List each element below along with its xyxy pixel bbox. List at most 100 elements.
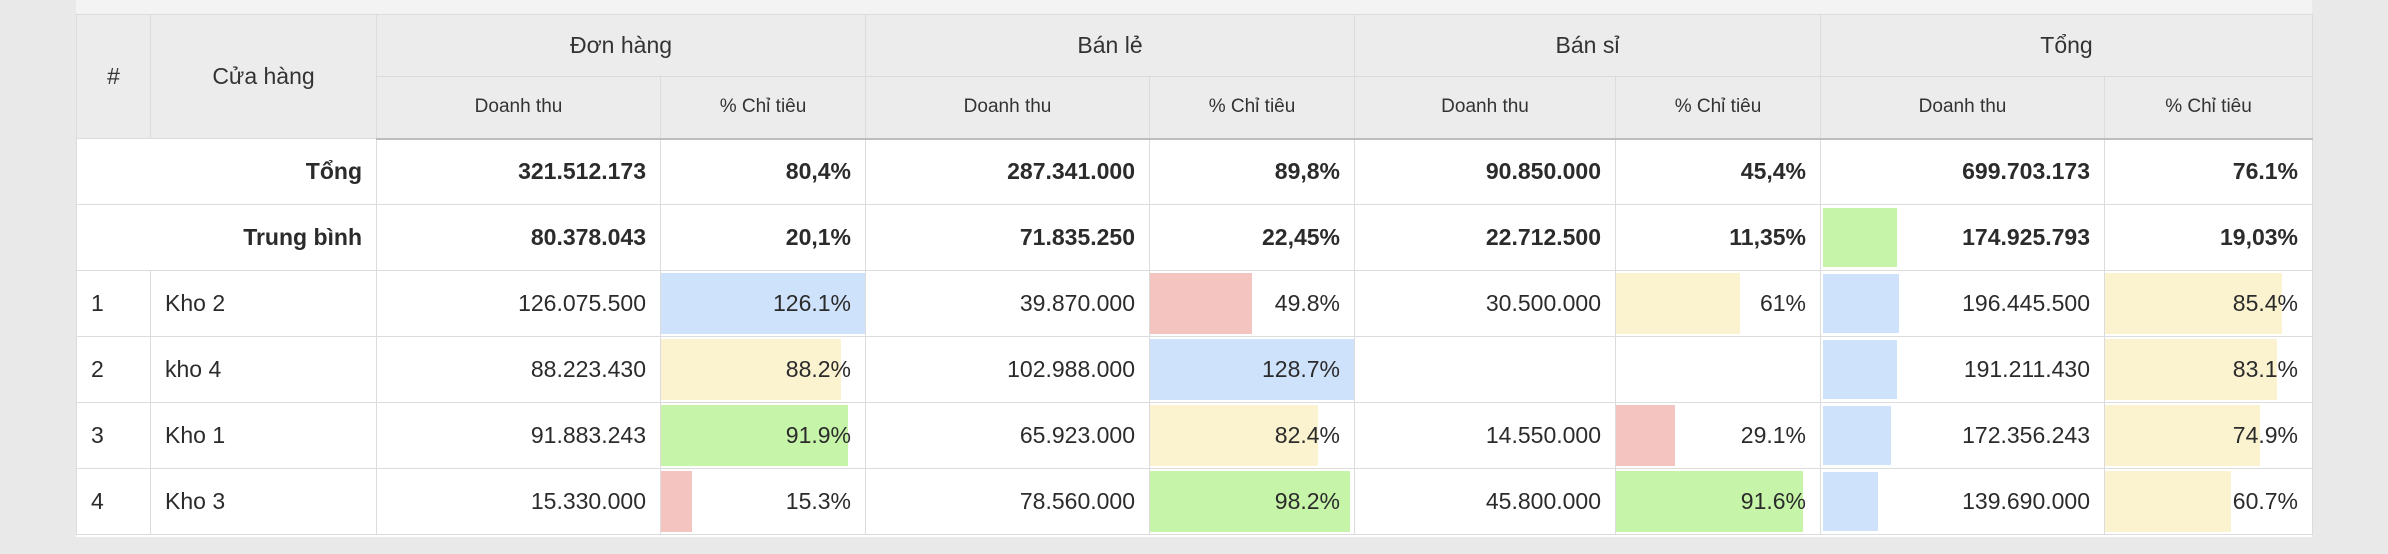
target-pct-bar <box>2105 339 2278 400</box>
target-pct-value: 128.7% <box>1262 356 1341 382</box>
top-scroll-band <box>76 0 2312 15</box>
revenue-cell: 14.550.000 <box>1354 402 1617 469</box>
table-row[interactable]: 2 kho 4 88.223.430 88.2% 102.988.000 128.7% 19… <box>76 336 2314 403</box>
header-index[interactable]: # <box>76 14 151 139</box>
row-index: 2 <box>76 336 151 403</box>
revenue-cell: 88.223.430 <box>376 336 661 403</box>
revenue-cell: 287.341.000 <box>865 138 1151 205</box>
target-pct-cell: 20,1% <box>659 204 867 271</box>
header-revenue[interactable]: Doanh thu <box>1820 76 2106 140</box>
table-row[interactable]: 3 Kho 1 91.883.243 91.9% 65.923.000 82.4% 14.5… <box>76 402 2314 469</box>
target-pct-value: 61% <box>1759 290 1807 316</box>
target-pct-value: 49.8% <box>1274 290 1341 316</box>
store-name: Kho 1 <box>150 402 377 469</box>
target-pct-cell: 88.2% <box>659 336 867 403</box>
revenue-cell: 174.925.793 <box>1820 204 2106 271</box>
revenue-cell: 45.800.000 <box>1354 468 1617 535</box>
target-pct-bar <box>661 405 849 466</box>
header-target-pct[interactable]: % Chỉ tiêu <box>2104 76 2314 140</box>
revenue-cell: 65.923.000 <box>865 402 1151 469</box>
target-pct-value: 83.1% <box>2232 356 2299 382</box>
revenue-cell: 22.712.500 <box>1354 204 1617 271</box>
header-target-pct[interactable]: % Chỉ tiêu <box>659 76 867 140</box>
revenue-cell: 78.560.000 <box>865 468 1151 535</box>
target-pct-cell: 19,03% <box>2104 204 2314 271</box>
target-pct-cell <box>1615 336 1822 403</box>
row-index: 3 <box>76 402 151 469</box>
target-pct-bar <box>1150 471 1351 532</box>
header-group-ban-le: Bán lẻ <box>865 14 1356 77</box>
header-target-pct[interactable]: % Chỉ tiêu <box>1149 76 1356 140</box>
target-pct-cell: 29.1% <box>1615 402 1822 469</box>
store-name: Kho 2 <box>150 270 377 337</box>
header-store[interactable]: Cửa hàng <box>150 14 377 139</box>
revenue-cell: 15.330.000 <box>376 468 661 535</box>
revenue-value: 174.925.793 <box>1962 224 2091 250</box>
header-revenue[interactable]: Doanh thu <box>865 76 1151 140</box>
target-pct-cell: 45,4% <box>1615 138 1822 205</box>
revenue-cell: 39.870.000 <box>865 270 1151 337</box>
target-pct-cell: 126.1% <box>659 270 867 337</box>
revenue-bar <box>1823 472 1879 531</box>
target-pct-bar <box>661 273 866 334</box>
header-revenue[interactable]: Doanh thu <box>1354 76 1617 140</box>
revenue-cell: 91.883.243 <box>376 402 661 469</box>
target-pct-cell: 83.1% <box>2104 336 2314 403</box>
target-pct-value: 98.2% <box>1274 488 1341 514</box>
header-target-pct[interactable]: % Chỉ tiêu <box>1615 76 1822 140</box>
target-pct-value: 15.3% <box>785 488 852 514</box>
target-pct-value: 85.4% <box>2232 290 2299 316</box>
target-pct-bar <box>1616 471 1803 532</box>
target-pct-value: 126.1% <box>773 290 852 316</box>
target-pct-bar <box>1616 405 1676 466</box>
target-pct-cell: 98.2% <box>1149 468 1356 535</box>
target-pct-bar <box>1616 273 1741 334</box>
table-body: Tổng 321.512.173 80,4% 287.341.000 89,8%… <box>76 138 2314 535</box>
report-sheet: # Cửa hàng Đơn hàng Bán lẻ Bán sỉ Tổng D… <box>76 0 2314 537</box>
revenue-value: 139.690.000 <box>1962 488 2091 514</box>
revenue-bar <box>1823 274 1900 333</box>
target-pct-value: 91.6% <box>1740 488 1807 514</box>
target-pct-cell: 61% <box>1615 270 1822 337</box>
revenue-cell: 30.500.000 <box>1354 270 1617 337</box>
revenue-cell: 71.835.250 <box>865 204 1151 271</box>
target-pct-bar <box>2105 273 2282 334</box>
revenue-value: 196.445.500 <box>1962 290 2091 316</box>
target-pct-cell: 91.6% <box>1615 468 1822 535</box>
revenue-cell: 126.075.500 <box>376 270 661 337</box>
store-name: kho 4 <box>150 336 377 403</box>
target-pct-bar <box>661 471 693 532</box>
revenue-value: 172.356.243 <box>1962 422 2091 448</box>
revenue-cell: 90.850.000 <box>1354 138 1617 205</box>
revenue-bar <box>1823 406 1891 465</box>
target-pct-value: 91.9% <box>785 422 852 448</box>
target-pct-value: 74.9% <box>2232 422 2299 448</box>
store-name: Kho 3 <box>150 468 377 535</box>
summary-row-total: Tổng 321.512.173 80,4% 287.341.000 89,8%… <box>76 138 2314 205</box>
target-pct-cell: 15.3% <box>659 468 867 535</box>
table-header: # Cửa hàng Đơn hàng Bán lẻ Bán sỉ Tổng D… <box>76 14 2314 140</box>
revenue-cell: 191.211.430 <box>1820 336 2106 403</box>
target-pct-bar <box>1150 405 1319 466</box>
revenue-cell: 321.512.173 <box>376 138 661 205</box>
header-group-don-hang: Đơn hàng <box>375 14 867 77</box>
table-row[interactable]: 4 Kho 3 15.330.000 15.3% 78.560.000 98.2% 45.8… <box>76 468 2314 535</box>
target-pct-cell: 74.9% <box>2104 402 2314 469</box>
target-pct-cell: 22,45% <box>1149 204 1356 271</box>
revenue-cell: 172.356.243 <box>1820 402 2106 469</box>
target-pct-cell: 11,35% <box>1615 204 1822 271</box>
revenue-cell: 139.690.000 <box>1820 468 2106 535</box>
target-pct-cell: 49.8% <box>1149 270 1356 337</box>
table-row[interactable]: 1 Kho 2 126.075.500 126.1% 39.870.000 49.8% 30… <box>76 270 2314 337</box>
row-index: 4 <box>76 468 151 535</box>
revenue-bar <box>1823 208 1897 267</box>
target-pct-cell: 128.7% <box>1149 336 1356 403</box>
header-revenue[interactable]: Doanh thu <box>376 76 661 140</box>
target-pct-bar <box>2105 405 2261 466</box>
header-group-ban-si: Bán sỉ <box>1354 14 1822 77</box>
target-pct-value: 29.1% <box>1740 422 1807 448</box>
target-pct-value: 88.2% <box>785 356 852 382</box>
sales-target-table: # Cửa hàng Đơn hàng Bán lẻ Bán sỉ Tổng D… <box>76 14 2314 535</box>
summary-label: Tổng <box>76 138 377 205</box>
revenue-bar <box>1823 340 1897 399</box>
